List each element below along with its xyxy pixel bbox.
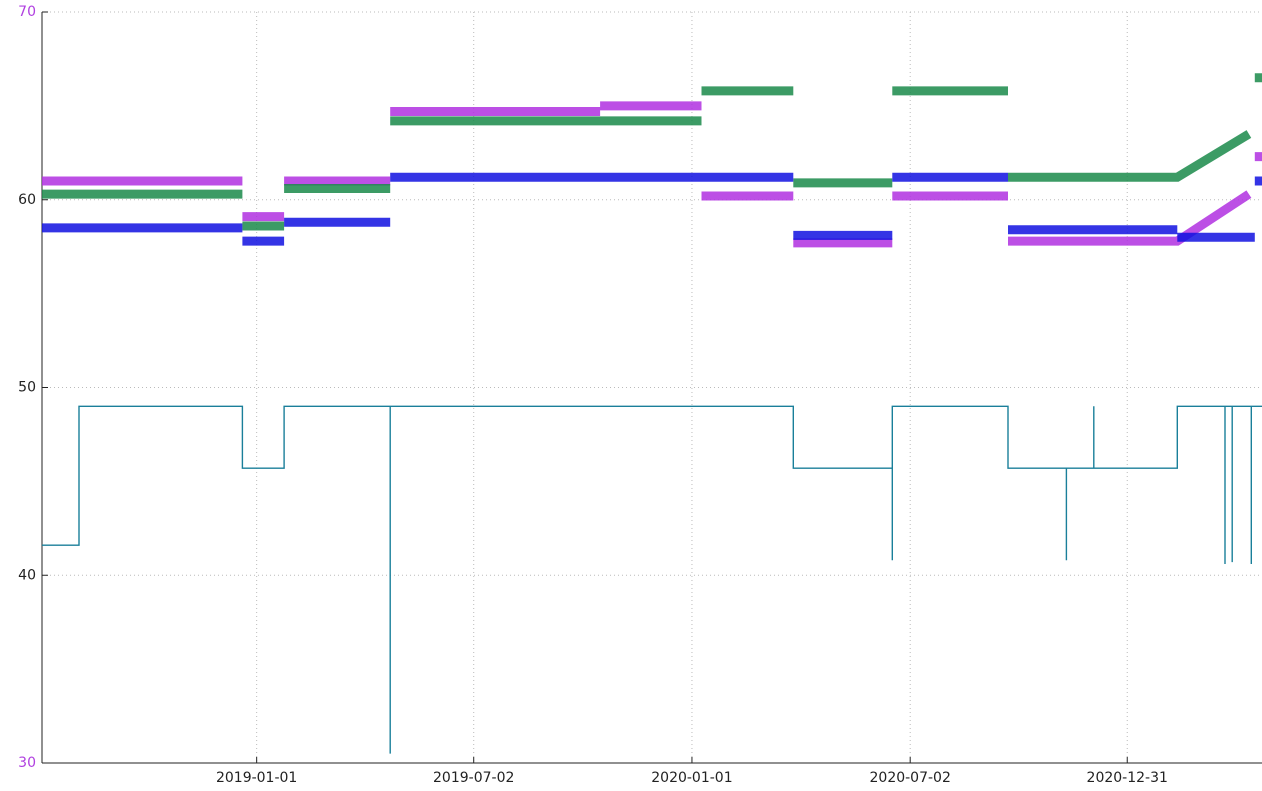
- y-tick-label: 50: [18, 380, 36, 396]
- x-tick-label: 2019-01-01: [216, 770, 297, 786]
- y-tick-label: 70: [18, 4, 36, 20]
- x-tick-label: 2020-07-02: [870, 770, 951, 786]
- y-tick-label: 40: [18, 567, 36, 583]
- x-tick-label: 2020-01-01: [651, 770, 732, 786]
- x-tick-label: 2020-12-31: [1087, 770, 1168, 786]
- y-tick-label: 30: [18, 755, 36, 771]
- dot-band: [42, 172, 1262, 246]
- y-tick-label: 60: [18, 192, 36, 208]
- dot-band: [42, 73, 1262, 231]
- series-line: [42, 405, 1262, 754]
- x-tick-label: 2019-07-02: [433, 770, 514, 786]
